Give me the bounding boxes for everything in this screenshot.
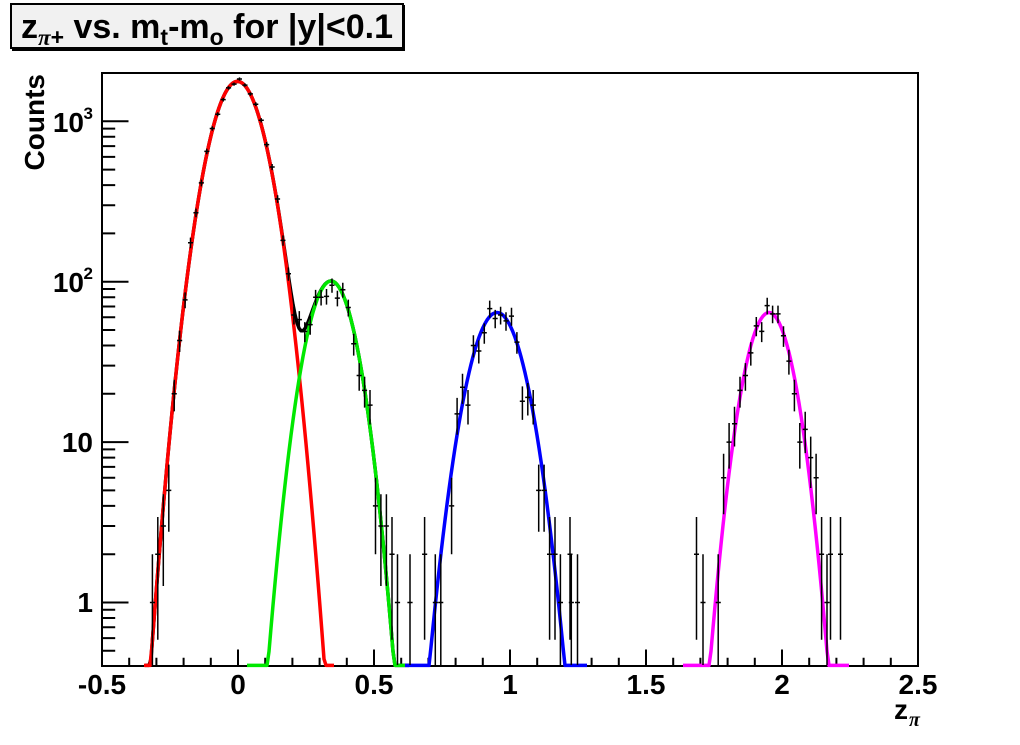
svg-text:10: 10: [53, 107, 84, 138]
svg-text:zπ+ vs. mt-mo for |y|<0.1: zπ+ vs. mt-mo for |y|<0.1: [21, 8, 393, 50]
svg-text:10: 10: [62, 427, 93, 458]
svg-text:0.5: 0.5: [355, 669, 394, 700]
svg-text:2: 2: [84, 264, 93, 283]
svg-text:10: 10: [53, 267, 84, 298]
svg-text:2.5: 2.5: [899, 669, 938, 700]
svg-text:Counts: Counts: [19, 74, 50, 170]
svg-text:1: 1: [77, 587, 93, 618]
svg-text:z: z: [894, 694, 908, 725]
svg-text:π: π: [909, 709, 921, 731]
svg-text:1.5: 1.5: [627, 669, 666, 700]
svg-text:-0.5: -0.5: [78, 669, 126, 700]
svg-text:2: 2: [774, 669, 790, 700]
svg-text:3: 3: [84, 104, 93, 123]
svg-text:0: 0: [230, 669, 246, 700]
svg-text:1: 1: [502, 669, 518, 700]
